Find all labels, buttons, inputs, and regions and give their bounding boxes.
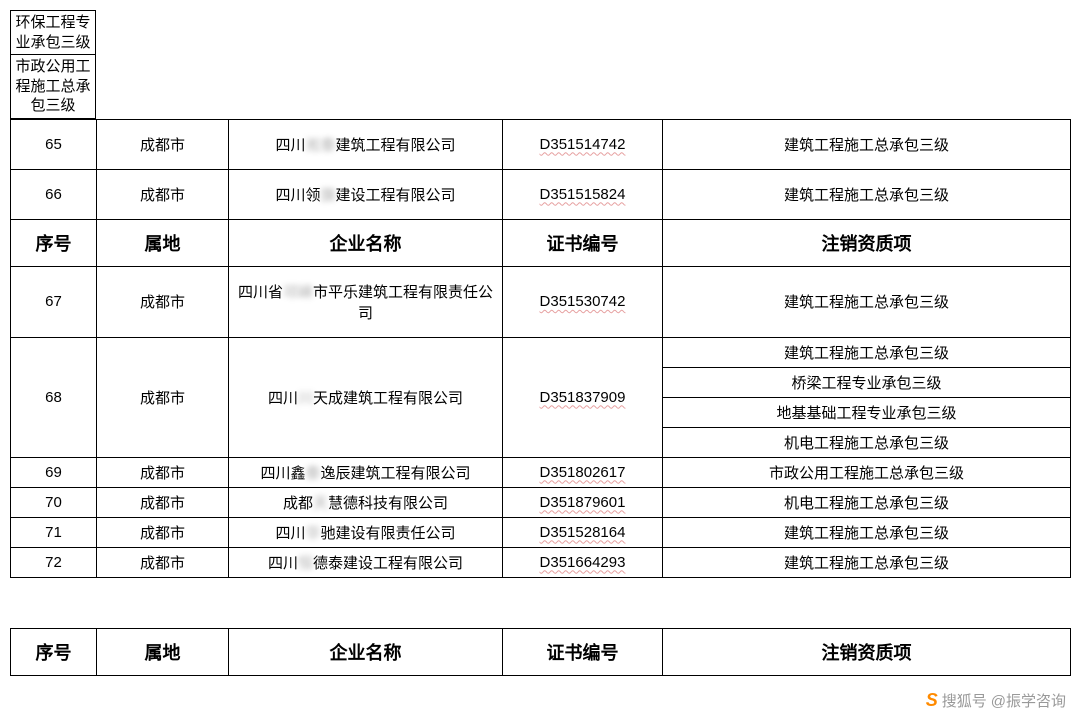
table-row: 72成都市四川恒德泰建设工程有限公司D351664293建筑工程施工总承包三级	[11, 547, 1071, 577]
cell-qual: 建筑工程施工总承包三级	[663, 337, 1071, 367]
company-name-pre: 四川鑫	[260, 465, 305, 482]
company-name-pre: 成都	[283, 495, 313, 512]
cell-qual: 机电工程施工总承包三级	[663, 487, 1071, 517]
cell-name: 四川川天成建筑工程有限公司	[229, 337, 503, 457]
company-name-blur: 川	[298, 390, 313, 407]
cell-qual: 市政公用工程施工总承包三级	[663, 457, 1071, 487]
company-name-post: 逸辰建筑工程有限公司	[321, 465, 471, 482]
table-row: 71成都市四川华驰建设有限责任公司D351528164建筑工程施工总承包三级	[11, 517, 1071, 547]
company-name-blur: 恒	[298, 555, 313, 572]
cell-name: 四川领旗建设工程有限公司	[229, 169, 503, 219]
watermark: S 搜狐号 @振学咨询	[926, 690, 1066, 711]
header-row: 序号 属地 企业名称 证书编号 注销资质项	[11, 628, 1071, 675]
company-name-blur: 泰	[305, 465, 320, 482]
header-cert: 证书编号	[503, 628, 663, 675]
company-name-blur: 淞泰	[305, 137, 335, 154]
company-name-pre: 四川	[275, 137, 305, 154]
cell-name: 成都天慧德科技有限公司	[229, 487, 503, 517]
cell-loc: 成都市	[97, 487, 229, 517]
header-row: 序号 属地 企业名称 证书编号 注销资质项	[11, 219, 1071, 266]
second-header-table: 序号 属地 企业名称 证书编号 注销资质项	[10, 628, 1071, 676]
cell-loc: 成都市	[97, 119, 229, 169]
company-name-pre: 四川	[268, 555, 298, 572]
cell-loc: 成都市	[97, 517, 229, 547]
cell-qual: 建筑工程施工总承包三级	[663, 169, 1071, 219]
company-name-post: 德泰建设工程有限公司	[313, 555, 463, 572]
cell-name: 四川华驰建设有限责任公司	[229, 517, 503, 547]
cell-name: 四川淞泰建筑工程有限公司	[229, 119, 503, 169]
cell-seq: 70	[11, 487, 97, 517]
cell-cert: D351879601	[503, 487, 663, 517]
cell-seq: 68	[11, 337, 97, 457]
cell-qual: 建筑工程施工总承包三级	[663, 517, 1071, 547]
fragment-cell: 环保工程专业承包三级	[11, 11, 96, 55]
company-name-pre: 四川省	[238, 284, 283, 301]
header-seq: 序号	[11, 628, 97, 675]
cell-cert: D351664293	[503, 547, 663, 577]
table-row: 67成都市四川省邛崃市平乐建筑工程有限责任公司D351530742建筑工程施工总…	[11, 266, 1071, 337]
cell-cert: D351530742	[503, 266, 663, 337]
header-loc: 属地	[97, 628, 229, 675]
cell-loc: 成都市	[97, 266, 229, 337]
header-cert: 证书编号	[503, 219, 663, 266]
company-name-post: 天成建筑工程有限公司	[313, 390, 463, 407]
header-seq: 序号	[11, 219, 97, 266]
header-name: 企业名称	[229, 219, 503, 266]
fragment-cell: 市政公用工程施工总承包三级	[11, 55, 96, 119]
watermark-author: @振学咨询	[991, 690, 1066, 711]
table-row: 68成都市四川川天成建筑工程有限公司D351837909建筑工程施工总承包三级	[11, 337, 1071, 367]
cell-cert: D351514742	[503, 119, 663, 169]
table-row: 66成都市四川领旗建设工程有限公司D351515824建筑工程施工总承包三级	[11, 169, 1071, 219]
company-name-blur: 旗	[320, 187, 335, 204]
cell-loc: 成都市	[97, 547, 229, 577]
header-name: 企业名称	[229, 628, 503, 675]
table-row: 70成都市成都天慧德科技有限公司D351879601机电工程施工总承包三级	[11, 487, 1071, 517]
company-name-post: 市平乐建筑工程有限责任公司	[313, 284, 493, 322]
cell-qual: 建筑工程施工总承包三级	[663, 119, 1071, 169]
company-name-post: 建设工程有限公司	[336, 187, 456, 204]
cell-name: 四川鑫泰逸辰建筑工程有限公司	[229, 457, 503, 487]
main-table: 65成都市四川淞泰建筑工程有限公司D351514742建筑工程施工总承包三级66…	[10, 119, 1071, 578]
cell-qual: 地基基础工程专业承包三级	[663, 397, 1071, 427]
company-name-pre: 四川	[275, 525, 305, 542]
watermark-brand: 搜狐号	[942, 690, 987, 711]
company-name-pre: 四川领	[275, 187, 320, 204]
table-row: 65成都市四川淞泰建筑工程有限公司D351514742建筑工程施工总承包三级	[11, 119, 1071, 169]
cell-seq: 72	[11, 547, 97, 577]
cell-seq: 65	[11, 119, 97, 169]
cell-loc: 成都市	[97, 169, 229, 219]
cell-qual: 桥梁工程专业承包三级	[663, 367, 1071, 397]
company-name-blur: 华	[305, 525, 320, 542]
company-name-pre: 四川	[268, 390, 298, 407]
cell-qual: 建筑工程施工总承包三级	[663, 547, 1071, 577]
cell-seq: 67	[11, 266, 97, 337]
sohu-logo-icon: S	[926, 690, 938, 711]
cell-seq: 71	[11, 517, 97, 547]
company-name-blur: 邛崃	[283, 284, 313, 301]
cell-qual: 机电工程施工总承包三级	[663, 427, 1071, 457]
cell-loc: 成都市	[97, 457, 229, 487]
cell-seq: 66	[11, 169, 97, 219]
cell-name: 四川省邛崃市平乐建筑工程有限责任公司	[229, 266, 503, 337]
cell-cert: D351528164	[503, 517, 663, 547]
cell-cert: D351802617	[503, 457, 663, 487]
company-name-post: 驰建设有限责任公司	[321, 525, 456, 542]
cell-loc: 成都市	[97, 337, 229, 457]
header-qual: 注销资质项	[663, 628, 1071, 675]
company-name-post: 慧德科技有限公司	[328, 495, 448, 512]
header-loc: 属地	[97, 219, 229, 266]
company-name-post: 建筑工程有限公司	[336, 137, 456, 154]
cell-cert: D351837909	[503, 337, 663, 457]
cell-seq: 69	[11, 457, 97, 487]
company-name-blur: 天	[313, 495, 328, 512]
cell-qual: 建筑工程施工总承包三级	[663, 266, 1071, 337]
header-qual: 注销资质项	[663, 219, 1071, 266]
table-row: 69成都市四川鑫泰逸辰建筑工程有限公司D351802617市政公用工程施工总承包…	[11, 457, 1071, 487]
cell-name: 四川恒德泰建设工程有限公司	[229, 547, 503, 577]
fragment-table: 环保工程专业承包三级 市政公用工程施工总承包三级	[10, 10, 96, 119]
cell-cert: D351515824	[503, 169, 663, 219]
